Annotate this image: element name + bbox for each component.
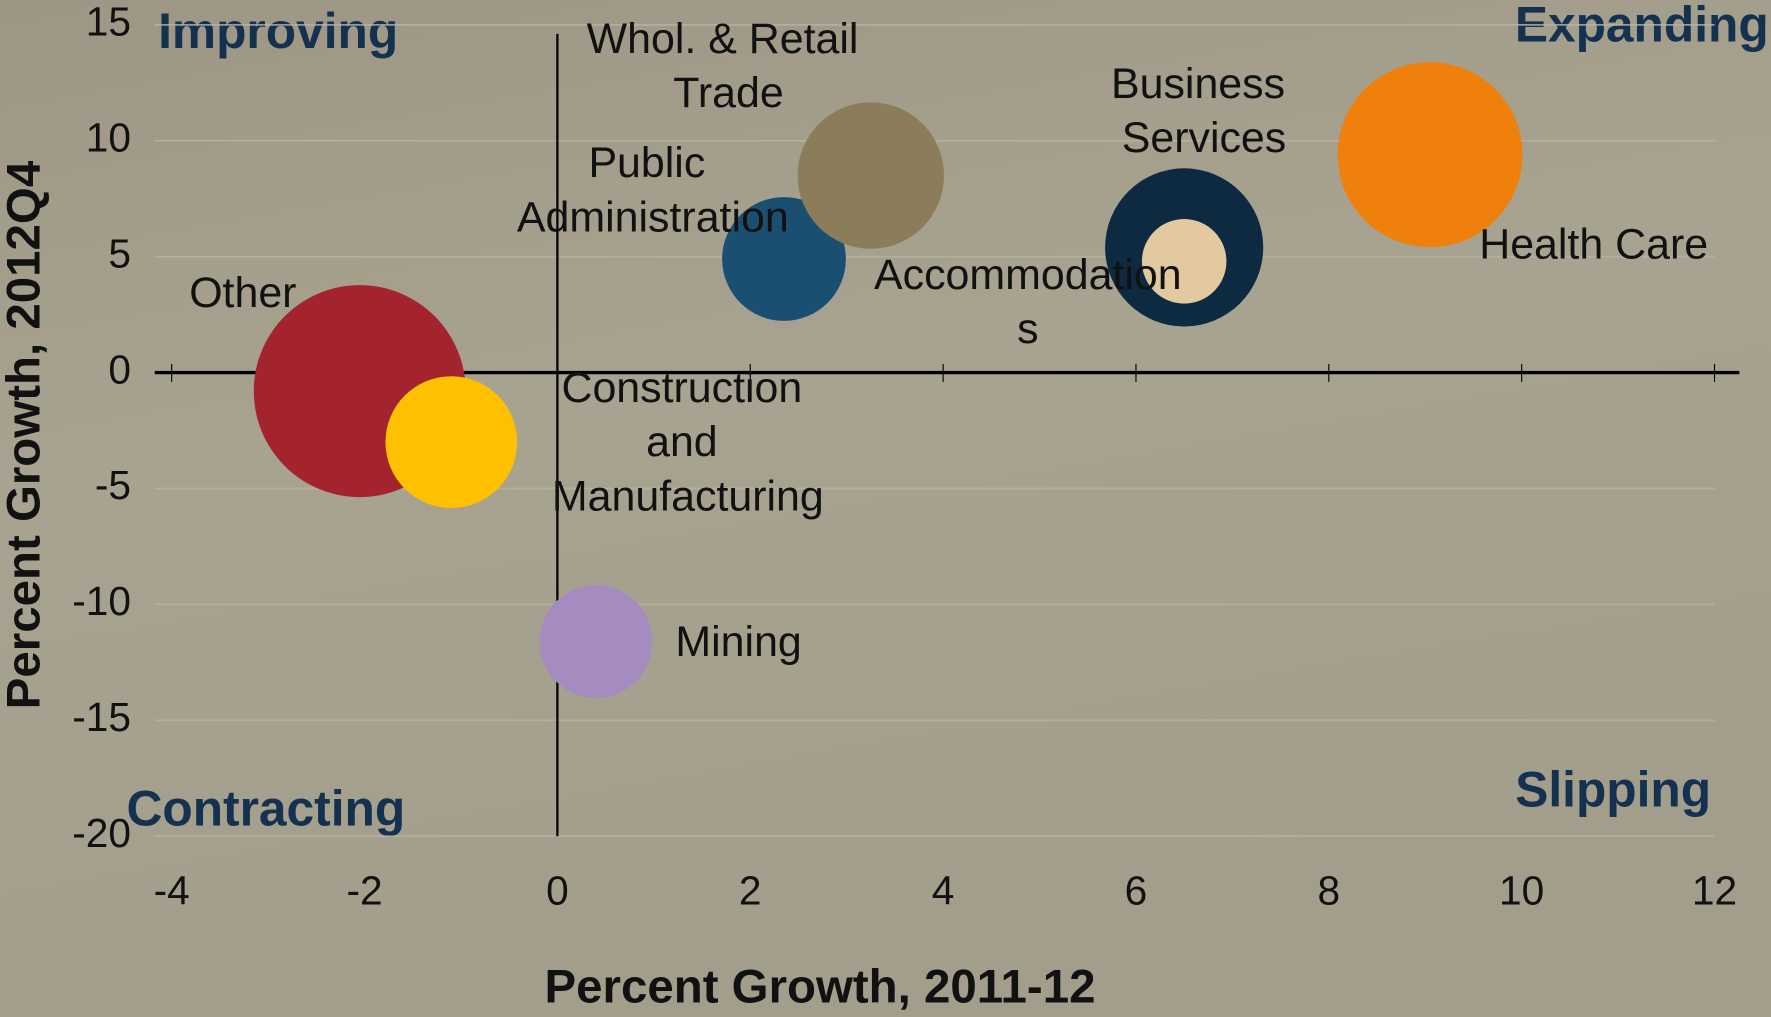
bubble: [798, 102, 944, 248]
quadrant-label: Improving: [158, 3, 398, 59]
chart: Percent Growth, 2011-12 Percent Growth, …: [0, 0, 1771, 1017]
quadrant-label: Contracting: [127, 781, 406, 837]
x-axis-title: Percent Growth, 2011-12: [545, 960, 1096, 1013]
bubble: [1338, 62, 1523, 247]
y-tick-label: -20: [72, 810, 131, 856]
y-tick-label: 0: [108, 346, 131, 392]
quadrant-label: Slipping: [1515, 761, 1711, 817]
data-label: Other: [189, 269, 296, 317]
x-tick-label: 8: [1318, 868, 1341, 914]
x-tick-label: 6: [1125, 868, 1148, 914]
y-tick-label: -15: [72, 694, 131, 740]
x-tick-label: -2: [346, 868, 382, 914]
y-tick-label: 5: [108, 230, 131, 276]
y-axis-title: Percent Growth, 2012Q4: [0, 160, 51, 709]
x-tick-label: -4: [154, 868, 190, 914]
data-label: Mining: [675, 619, 801, 667]
bubble: [385, 376, 517, 508]
y-tick-label: -5: [95, 462, 131, 508]
x-tick-label: 10: [1499, 868, 1544, 914]
x-tick-label: 4: [932, 868, 955, 914]
bubble: [539, 585, 652, 698]
quadrant-label: Expanding: [1515, 0, 1769, 52]
x-tick-label: 12: [1692, 868, 1737, 914]
y-tick-label: 15: [86, 0, 131, 45]
y-tick-label: 10: [86, 115, 131, 161]
x-tick-label: 0: [546, 868, 569, 914]
y-tick-label: -10: [72, 578, 131, 624]
data-label: Health Care: [1479, 221, 1708, 269]
x-tick-label: 2: [739, 868, 762, 914]
